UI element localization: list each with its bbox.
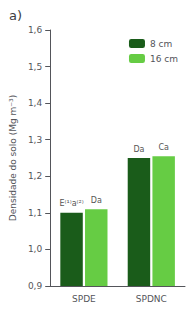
svg-text:Da: Da xyxy=(91,196,102,205)
svg-text:1,0: 1,0 xyxy=(28,244,43,254)
svg-text:Ca: Ca xyxy=(158,143,169,152)
svg-text:E⁽¹⁾a⁽²⁾: E⁽¹⁾a⁽²⁾ xyxy=(59,199,83,208)
svg-text:0,9: 0,9 xyxy=(28,281,43,291)
svg-text:1,6: 1,6 xyxy=(28,25,43,35)
svg-text:Densidade do solo (Mg m⁻³): Densidade do solo (Mg m⁻³) xyxy=(8,95,18,221)
svg-text:1,4: 1,4 xyxy=(28,98,43,108)
svg-text:8 cm: 8 cm xyxy=(150,39,172,49)
svg-text:a): a) xyxy=(9,8,22,23)
svg-text:1,5: 1,5 xyxy=(28,62,42,72)
svg-text:1,2: 1,2 xyxy=(28,171,42,181)
svg-text:1,3: 1,3 xyxy=(28,135,42,145)
svg-text:SPDE: SPDE xyxy=(72,294,96,304)
svg-text:SPDNC: SPDNC xyxy=(136,294,167,304)
svg-text:16 cm: 16 cm xyxy=(150,54,178,64)
svg-text:1,1: 1,1 xyxy=(28,208,42,218)
svg-text:Da: Da xyxy=(133,145,144,154)
